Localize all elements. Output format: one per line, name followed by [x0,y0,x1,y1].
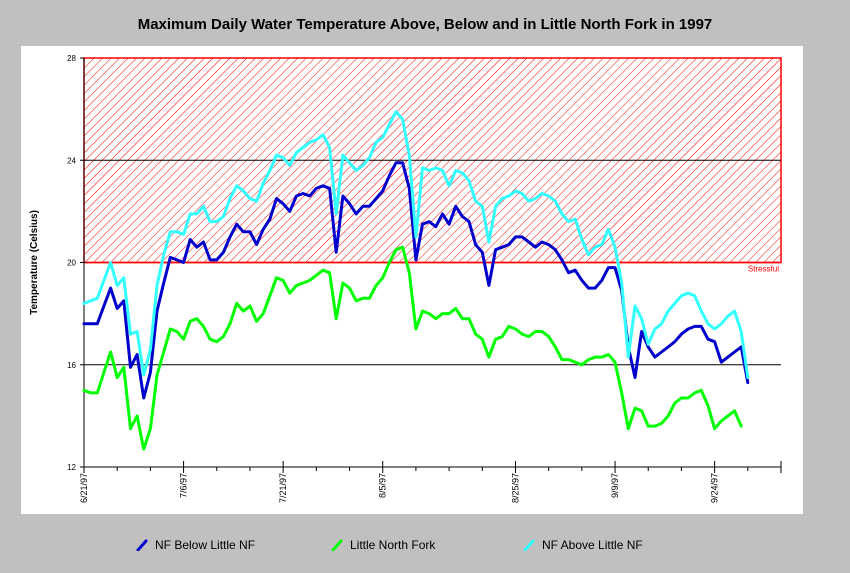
legend-swatch [136,539,148,551]
plot-area: Stressful 12 16 20 24 28 Temperature (Celsius)… [29,54,782,503]
y-tick-label: 20 [67,259,76,268]
y-tick-label: 16 [67,361,76,370]
x-tick-label: 7/6/97 [179,473,189,498]
x-tick-label: 9/9/97 [610,473,620,498]
legend-item: NF Below Little NF [135,538,255,552]
legend-label: NF Above Little NF [542,538,643,552]
legend-swatch [331,539,343,551]
chart-panel: Stressful 12 16 20 24 28 Temperature (Celsius)… [21,46,803,514]
series-line-1 [82,161,750,400]
stress-zone-label: Stressful [748,265,779,274]
legend-swatch-mark [136,539,148,551]
y-tick-label: 28 [67,54,76,63]
legend-swatch-mark [331,539,343,551]
x-tick-label: 6/21/97 [79,473,89,503]
x-tick-label: 7/21/97 [278,473,288,503]
chart-title: Maximum Daily Water Temperature Above, B… [137,16,713,33]
legend-swatch [523,539,535,551]
legend-swatch-mark [523,539,535,551]
legend-label: NF Below Little NF [155,538,256,552]
x-tick-label: 8/5/97 [378,473,388,498]
legend-label: Little North Fork [350,538,436,552]
y-tick-label: 24 [67,156,76,165]
legend-item: Little North Fork [330,538,435,552]
legend-item: NF Above Little NF [522,538,643,552]
y-tick-label: 12 [67,463,76,472]
legend: NF Below Little NF Little North Fork NF Ab… [0,538,850,558]
series-line-2 [82,245,743,451]
x-tick-label: 8/25/97 [510,473,520,503]
x-tick-label: 9/24/97 [710,473,720,503]
y-axis-label: Temperature (Celsius) [29,210,40,315]
series-line-3 [82,110,750,379]
